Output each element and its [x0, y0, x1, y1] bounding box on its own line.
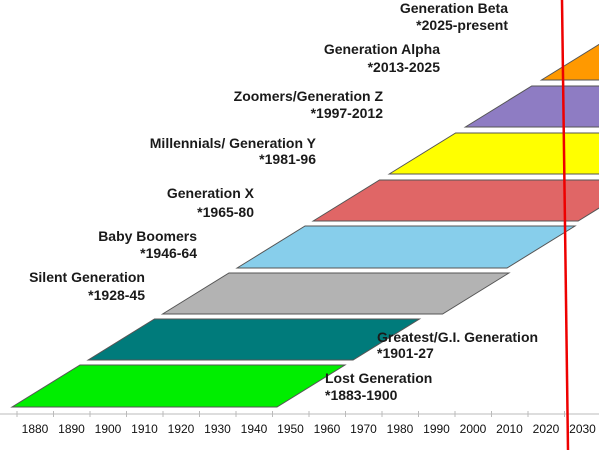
- label-genx-years: *1965-80: [197, 204, 254, 220]
- tick-label-1930: 1930: [204, 422, 231, 436]
- band-silent: [160, 272, 511, 315]
- label-genz-name: Zoomers/Generation Z: [234, 88, 384, 104]
- tick-label-1910: 1910: [131, 422, 158, 436]
- tick-label-2020: 2020: [533, 422, 560, 436]
- generation-bands: [10, 43, 599, 408]
- tick-label-1970: 1970: [350, 422, 377, 436]
- tick-label-1920: 1920: [168, 422, 195, 436]
- band-lost: [10, 364, 347, 408]
- label-alpha-years: *2013-2025: [368, 59, 441, 75]
- tick-label-2000: 2000: [460, 422, 487, 436]
- band-genx: [311, 179, 599, 222]
- label-boomers-years: *1946-64: [140, 245, 197, 261]
- generation-labels: Lost Generation*1883-1900 Greatest/G.I. G…: [29, 0, 538, 403]
- tick-label-1950: 1950: [277, 422, 304, 436]
- year-axis: 1880 1890 1900 1910 1920 1930 1940 1950 1960 1970…: [0, 411, 599, 436]
- band-alpha: [539, 43, 599, 81]
- band-boomers: [235, 225, 577, 269]
- tick-label-2030: 2030: [569, 422, 596, 436]
- band-greatest: [86, 318, 422, 361]
- tick-label-2010: 2010: [496, 422, 523, 436]
- tick-label-1990: 1990: [423, 422, 450, 436]
- label-millennials-years: *1981-96: [259, 151, 316, 167]
- label-lost-name: Lost Generation: [325, 370, 432, 386]
- tick-label-1880: 1880: [22, 422, 49, 436]
- current-year-marker: [560, 0, 570, 451]
- band-millennials: [387, 132, 599, 175]
- label-genz-years: *1997-2012: [311, 105, 384, 121]
- tick-label-1980: 1980: [387, 422, 414, 436]
- band-genz: [463, 85, 599, 128]
- label-boomers-name: Baby Boomers: [98, 228, 197, 244]
- label-genx-name: Generation X: [167, 185, 255, 201]
- label-beta-name: Generation Beta: [400, 0, 508, 16]
- tick-label-1900: 1900: [95, 422, 122, 436]
- tick-label-1960: 1960: [314, 422, 341, 436]
- label-lost-years: *1883-1900: [325, 387, 398, 403]
- label-silent-name: Silent Generation: [29, 269, 145, 285]
- label-greatest-name: Greatest/G.I. Generation: [377, 329, 538, 345]
- label-beta-years: *2025-present: [416, 17, 508, 33]
- tick-label-1940: 1940: [241, 422, 268, 436]
- label-silent-years: *1928-45: [88, 287, 145, 303]
- tick-label-1890: 1890: [58, 422, 85, 436]
- label-millennials-name: Millennials/ Generation Y: [150, 135, 317, 151]
- label-alpha-name: Generation Alpha: [324, 41, 440, 57]
- label-greatest-years: *1901-27: [377, 345, 434, 361]
